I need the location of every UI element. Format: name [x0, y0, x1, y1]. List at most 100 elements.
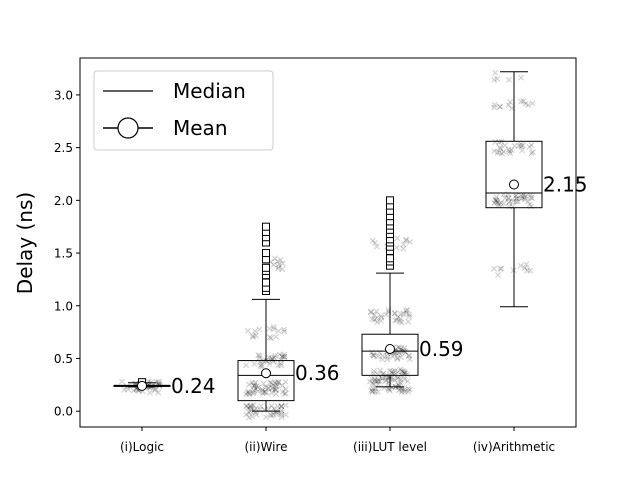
jitter-point — [498, 265, 505, 272]
jitter-point — [251, 382, 258, 389]
jitter-point — [273, 409, 280, 416]
jitter-point — [258, 361, 265, 368]
jitter-point — [393, 316, 400, 323]
jitter-point — [246, 391, 253, 398]
jitter-point — [262, 414, 269, 421]
jitter-point — [268, 412, 275, 419]
y-tick-label: 2.0 — [54, 194, 73, 208]
jitter-point — [249, 413, 256, 420]
jitter-point — [397, 311, 404, 318]
jitter-point — [275, 265, 282, 272]
jitter-point — [398, 389, 405, 396]
jitter-point — [491, 148, 498, 155]
jitter-point — [278, 411, 285, 418]
jitter-point — [260, 389, 267, 396]
jitter-point — [260, 380, 267, 387]
jitter-point — [272, 352, 279, 359]
jitter-point — [155, 380, 162, 387]
jitter-point — [377, 374, 384, 381]
jitter-point — [369, 351, 376, 358]
jitter-point — [273, 333, 280, 340]
jitter-point — [526, 201, 533, 208]
jitter-point — [492, 69, 499, 76]
outlier-marker — [262, 222, 270, 231]
jitter-point — [406, 352, 413, 359]
jitter-point — [268, 402, 275, 409]
jitter-point — [249, 332, 256, 339]
jitter-point — [369, 315, 376, 323]
jitter-point — [265, 384, 272, 391]
jitter-point — [398, 368, 405, 375]
jitter-point — [397, 379, 404, 386]
jitter-point — [249, 379, 256, 386]
legend-mean-label: Mean — [173, 116, 228, 140]
jitter-point — [251, 360, 258, 367]
legend-mean-swatch-circle — [117, 117, 139, 139]
jitter-point — [396, 344, 403, 351]
jitter-point — [402, 307, 409, 314]
jitter-point — [271, 354, 278, 361]
jitter-point — [281, 390, 288, 398]
jitter-point — [528, 203, 535, 210]
jitter-point — [278, 362, 285, 369]
jitter-point — [517, 262, 524, 269]
jitter-point — [377, 317, 384, 324]
jitter-point — [248, 405, 255, 412]
jitter-point — [529, 100, 536, 107]
jitter-point — [153, 379, 160, 386]
jitter-point — [371, 377, 379, 384]
jitter-point — [268, 335, 275, 342]
jitter-point — [518, 143, 525, 150]
jitter-point — [527, 267, 534, 274]
jitter-point — [395, 381, 402, 388]
jitter-point — [495, 200, 502, 207]
jitter-point — [523, 261, 530, 268]
jitter-point — [369, 379, 376, 387]
jitter-point — [375, 371, 382, 378]
jitter-point — [401, 345, 408, 352]
jitter-point — [388, 369, 395, 376]
jitter-point — [403, 236, 410, 243]
jitter-point — [278, 353, 285, 360]
jitter-point — [243, 411, 250, 418]
jitter-point — [155, 389, 162, 396]
mean-marker — [385, 343, 395, 354]
jitter-point — [277, 356, 284, 363]
jitter-point — [374, 319, 381, 326]
jitter-point — [251, 382, 258, 389]
jitter-point — [505, 195, 512, 202]
jitter-point — [265, 385, 272, 392]
jitter-point — [275, 378, 282, 386]
jitter-point — [266, 325, 273, 332]
jitter-point — [496, 103, 503, 110]
jitter-point — [246, 414, 253, 421]
jitter-point — [251, 407, 258, 414]
jitter-point — [518, 195, 525, 202]
jitter-point — [373, 315, 380, 322]
jitter-point — [271, 379, 278, 386]
jitter-point — [371, 376, 378, 383]
jitter-point — [270, 261, 277, 268]
jitter-point — [367, 378, 374, 385]
jitter-point — [259, 390, 266, 397]
jitter-point — [391, 376, 398, 384]
jitter-point — [521, 196, 528, 203]
jitter-point — [245, 381, 253, 388]
jitter-point — [514, 198, 521, 205]
jitter-point — [496, 139, 503, 146]
jitter-point — [250, 389, 257, 396]
jitter-point — [507, 150, 514, 157]
jitter-point — [386, 387, 393, 394]
jitter-point — [519, 142, 526, 149]
jitter-point — [506, 198, 513, 205]
jitter-point — [370, 385, 377, 392]
jitter-point — [374, 381, 382, 388]
jitter-point — [368, 308, 375, 316]
outlier-marker — [262, 249, 270, 258]
jitter-point — [367, 309, 374, 316]
jitter-point — [279, 353, 286, 360]
jitter-point — [256, 352, 263, 359]
jitter-point — [243, 362, 250, 369]
jitter-point — [248, 402, 255, 409]
jitter-point — [269, 384, 276, 391]
